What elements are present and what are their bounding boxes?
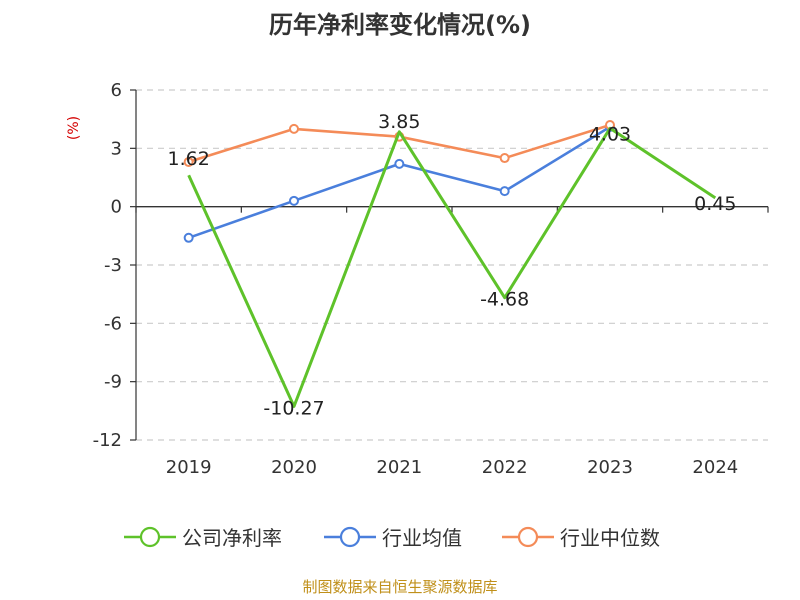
legend-item: 行业中位数 bbox=[502, 526, 660, 550]
x-tick-label: 2019 bbox=[166, 457, 212, 478]
series-2-point bbox=[499, 153, 510, 164]
series-1-point bbox=[499, 186, 510, 197]
data-source-note: 制图数据来自恒生聚源数据库 bbox=[302, 578, 497, 596]
legend-item: 行业均值 bbox=[324, 526, 462, 550]
x-tick-label: 2024 bbox=[692, 457, 738, 478]
data-label: 4.03 bbox=[589, 123, 631, 145]
data-label: 3.85 bbox=[378, 111, 420, 133]
chart-title: 历年净利率变化情况(%) bbox=[269, 11, 531, 39]
legend: 公司净利率 行业均值 行业中位数 bbox=[124, 526, 660, 550]
series-2-point bbox=[183, 156, 194, 167]
y-tick-label: 6 bbox=[111, 80, 122, 101]
data-label: 0.45 bbox=[694, 193, 736, 215]
data-labels: 1.62 -10.27 3.85 -4.68 4.03 0.45 bbox=[168, 111, 737, 420]
y-tick-label: 0 bbox=[111, 197, 122, 218]
series-line-0 bbox=[187, 126, 717, 408]
series-1-point bbox=[289, 195, 299, 206]
data-label: 1.62 bbox=[168, 148, 210, 170]
x-tick-label: 2022 bbox=[482, 457, 528, 478]
legend-item: 公司净利率 bbox=[124, 526, 282, 550]
series-1-point bbox=[394, 158, 405, 169]
x-tick-label: 2023 bbox=[587, 457, 633, 478]
y-tick-label: -9 bbox=[104, 372, 122, 393]
legend-marker bbox=[339, 526, 361, 548]
x-tick-label: 2021 bbox=[376, 457, 422, 478]
legend-label: 公司净利率 bbox=[182, 526, 282, 550]
data-label: -10.27 bbox=[263, 397, 324, 419]
y-tick-label: -12 bbox=[93, 430, 122, 451]
axes: 6 3 0 -3 -6 -9 -12 2019 2020 2021 2022 2023 2024 bbox=[93, 80, 769, 478]
y-axis-label: (%) bbox=[66, 116, 82, 140]
x-tick-label: 2020 bbox=[271, 457, 317, 478]
legend-label: 行业中位数 bbox=[560, 526, 660, 550]
series-1-point bbox=[183, 232, 194, 243]
y-tick-label: 3 bbox=[111, 138, 122, 159]
legend-marker bbox=[139, 526, 161, 548]
y-tick-label: -6 bbox=[104, 313, 122, 334]
legend-marker bbox=[517, 526, 539, 548]
series-2-point bbox=[289, 123, 299, 134]
series-layer bbox=[183, 120, 717, 408]
data-label: -4.68 bbox=[480, 289, 529, 311]
legend-label: 行业均值 bbox=[382, 526, 462, 550]
y-tick-label: -3 bbox=[104, 255, 122, 276]
